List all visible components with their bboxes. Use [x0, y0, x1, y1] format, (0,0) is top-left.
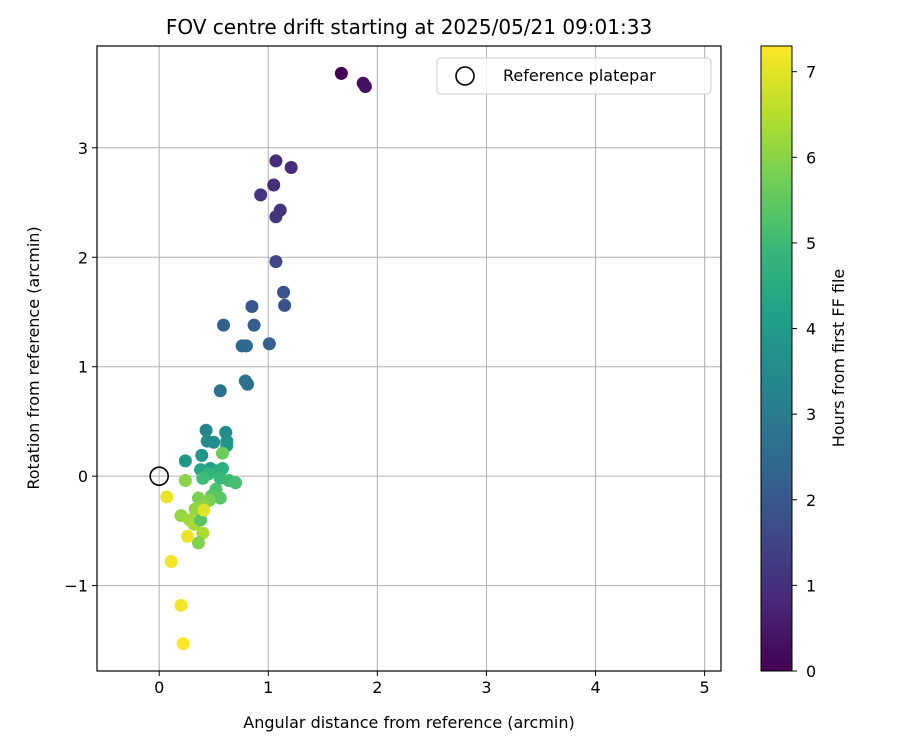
- scatter-point: [334, 66, 348, 80]
- y-tick-label: 0: [78, 467, 88, 486]
- scatter-point: [196, 471, 210, 485]
- grid-lines: [97, 46, 721, 671]
- scatter-point: [178, 454, 192, 468]
- scatter-point: [213, 384, 227, 398]
- x-tick-label: 2: [372, 678, 382, 697]
- scatter-point: [278, 298, 292, 312]
- scatter-point: [277, 285, 291, 299]
- scatter-point: [181, 529, 195, 543]
- reference-platepar-marker: [149, 466, 169, 486]
- scatter-point: [229, 476, 243, 490]
- colorbar-tick-label: 3: [806, 405, 816, 424]
- x-tick-label: 1: [263, 678, 273, 697]
- scatter-point: [215, 462, 229, 476]
- colorbar-tick-label: 7: [806, 63, 816, 82]
- x-axis-ticks: 0 1 2 3 4 5: [154, 671, 710, 697]
- scatter-point: [262, 337, 276, 351]
- scatter-point: [254, 188, 268, 202]
- scatter-point: [194, 513, 208, 527]
- scatter-point: [195, 448, 209, 462]
- scatter-point: [269, 210, 283, 224]
- x-tick-label: 3: [481, 678, 491, 697]
- scatter-point: [267, 178, 281, 192]
- legend: Reference platepar: [436, 57, 712, 95]
- scatter-point: [196, 526, 210, 540]
- scatter-point: [213, 491, 227, 505]
- scatter-point: [239, 339, 253, 353]
- colorbar-tick-label: 5: [806, 234, 816, 253]
- x-tick-label: 5: [700, 678, 710, 697]
- legend-box: [436, 57, 712, 95]
- scatter-point: [207, 435, 221, 449]
- y-axis-label: Rotation from reference (arcmin): [24, 226, 43, 489]
- colorbar-tick-label: 4: [806, 320, 816, 339]
- plot-frame: [96, 45, 722, 672]
- legend-label: Reference platepar: [503, 66, 656, 85]
- y-tick-label: 1: [78, 358, 88, 377]
- scatter-point: [199, 423, 213, 437]
- colorbar-tick-label: 6: [806, 148, 816, 167]
- scatter-point: [197, 503, 211, 517]
- colorbar-ticks: 0 1 2 3 4 5 6 7: [792, 63, 816, 681]
- scatter-point: [284, 160, 298, 174]
- y-tick-label: 3: [78, 139, 88, 158]
- colorbar-tick-label: 2: [806, 491, 816, 510]
- scatter-point: [269, 255, 283, 269]
- scatter-point: [176, 637, 190, 651]
- scatter-point: [269, 154, 283, 168]
- scatter-point: [215, 446, 229, 460]
- scatter-point: [164, 555, 178, 569]
- scatter-point: [191, 536, 205, 550]
- colorbar-tick-label: 0: [806, 662, 816, 681]
- scatter-point: [358, 79, 372, 93]
- x-tick-label: 4: [590, 678, 600, 697]
- colorbar-label: Hours from first FF file: [829, 269, 848, 448]
- y-tick-label: 2: [78, 248, 88, 267]
- scatter-point: [245, 300, 259, 314]
- scatter-point: [217, 318, 231, 332]
- x-axis-label: Angular distance from reference (arcmin): [243, 713, 574, 732]
- colorbar: [760, 45, 793, 672]
- scatter-point: [174, 598, 188, 612]
- scatter-point: [241, 377, 255, 391]
- chart-title: FOV centre drift starting at 2025/05/21 …: [166, 15, 652, 39]
- legend-marker: [455, 66, 475, 86]
- scatter-point: [178, 474, 192, 488]
- data-points: [160, 66, 372, 651]
- scatter-point: [160, 490, 174, 504]
- y-tick-label: −1: [64, 577, 88, 596]
- x-tick-label: 0: [154, 678, 164, 697]
- y-axis-ticks: −1 0 1 2 3: [64, 139, 97, 596]
- scatter-point: [247, 318, 261, 332]
- colorbar-tick-label: 1: [806, 576, 816, 595]
